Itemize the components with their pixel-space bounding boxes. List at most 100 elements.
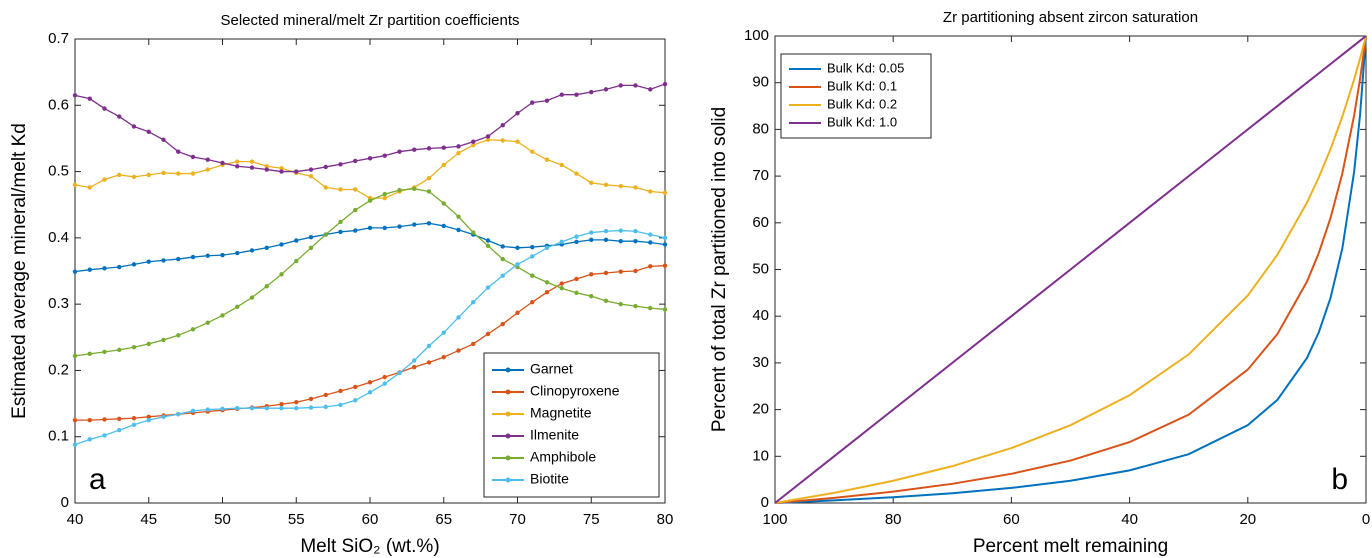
y-tick-label: 0.5 [48,163,69,180]
x-tick-label: 0 [1362,511,1370,528]
data-point [190,154,196,160]
data-point [294,258,299,264]
data-point [426,360,432,365]
data-point [190,171,196,176]
data-point [559,281,564,286]
x-tick-label: 75 [583,511,600,528]
legend-label: Clinopyroxene [530,383,620,399]
data-point [633,83,638,88]
data-point [530,100,535,105]
data-point [72,417,78,423]
data-point [426,343,432,349]
data-point [190,408,196,414]
x-tick-label: 80 [885,511,902,528]
data-point [72,353,78,359]
data-point [648,189,653,194]
legend-label: Bulk Kd: 0.1 [827,78,897,93]
data-point [235,164,240,169]
series-line [774,35,1367,504]
data-point [500,244,505,249]
data-point [102,266,107,271]
data-point [456,227,461,233]
data-point [294,400,299,405]
data-point [544,290,550,295]
data-point [603,182,609,188]
data-point [323,404,328,410]
data-point [603,298,609,304]
data-point [397,370,402,376]
data-point [471,142,476,148]
data-point [367,380,373,385]
data-point [102,106,107,111]
y-tick-label: 0.1 [48,428,69,445]
data-point [161,170,166,176]
panel-label: a [89,463,106,496]
data-point [190,327,196,332]
y-tick-label: 0.2 [48,361,69,378]
x-axis-label: Melt SiO₂ (wt.%) [300,536,439,557]
data-point [205,167,210,172]
data-point [308,245,314,250]
series-line [774,35,1367,504]
data-point [530,244,535,250]
data-point [146,129,151,134]
data-point [161,137,166,142]
data-point [662,307,668,312]
y-tick-label: 20 [752,401,769,418]
data-point [456,214,461,219]
data-point [397,224,402,229]
data-point [249,295,255,300]
data-point [279,402,284,407]
y-tick-label: 0.3 [48,295,69,312]
data-point [102,433,107,438]
data-point [441,201,446,206]
data-point [544,98,550,103]
data-point [648,232,653,237]
data-point [574,290,579,296]
data-point [87,417,92,423]
data-point [618,228,623,233]
x-tick-label: 60 [1003,511,1020,528]
x-tick-label: 55 [288,511,305,528]
data-point [500,122,505,128]
data-point [662,81,668,87]
data-point [618,183,623,189]
data-point [294,238,299,243]
data-point [220,406,225,412]
data-point [574,92,579,97]
data-point [131,422,137,427]
x-tick-label: 100 [762,511,787,528]
legend-label: Bulk Kd: 0.05 [827,60,904,75]
data-point [500,273,505,278]
x-tick-label: 40 [1121,511,1138,528]
x-tick-label: 20 [1239,511,1256,528]
y-tick-label: 80 [752,120,769,137]
data-point [117,416,122,422]
data-point [249,165,255,170]
data-point [279,272,284,277]
data-point [102,417,107,422]
data-point [382,225,387,231]
data-point [589,230,594,235]
data-point [264,167,269,172]
data-point [235,406,240,411]
data-point [131,415,137,421]
data-point [205,253,210,258]
data-point [397,149,402,154]
y-tick-label: 10 [752,447,769,464]
data-point [367,225,373,231]
data-point [338,229,343,235]
data-point [87,351,92,357]
data-point [633,185,638,190]
data-point [220,252,225,258]
chart-title: Zr partitioning absent zircon saturation [943,9,1198,26]
data-point [559,286,564,291]
data-point [412,147,417,152]
data-point [633,303,638,309]
data-point [485,238,491,243]
data-point [559,239,564,245]
legend-label: Amphibole [530,449,596,465]
series-line [774,35,1367,504]
data-point [117,172,122,178]
